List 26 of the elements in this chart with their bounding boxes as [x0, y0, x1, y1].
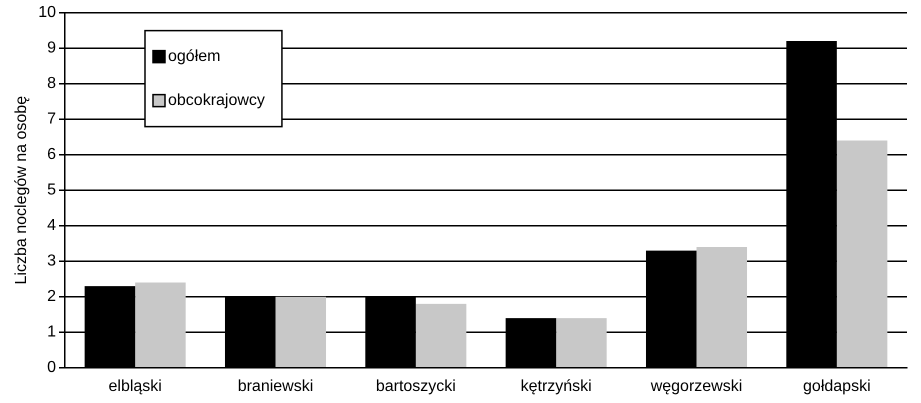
y-tick-label: 8 — [47, 75, 56, 92]
bar — [556, 318, 607, 368]
y-tick-label: 2 — [47, 288, 56, 306]
y-tick-label: 1 — [47, 324, 56, 341]
x-tick-label: kętrzyński — [520, 378, 592, 395]
y-tick-label: 5 — [47, 182, 56, 199]
bar — [416, 304, 466, 368]
legend-label: obcokrajowcy — [168, 92, 265, 110]
y-tick-label: 9 — [47, 40, 56, 57]
legend-label: ogółem — [168, 48, 220, 66]
y-axis-title: Liczba noclegów na osobę — [13, 96, 30, 284]
bar — [135, 282, 186, 368]
bar — [696, 247, 748, 368]
bar — [836, 140, 888, 368]
x-tick-label: bartoszycki — [376, 378, 456, 395]
y-tick-label: 6 — [47, 146, 56, 164]
y-tick-label: 0 — [47, 359, 56, 376]
y-tick-label: 3 — [47, 252, 56, 270]
x-tick-label: gołdapski — [803, 378, 871, 395]
y-tick-label: 10 — [38, 4, 56, 22]
bar — [276, 296, 326, 368]
x-tick-label: elbląski — [108, 378, 162, 395]
x-tick-label: braniewski — [238, 378, 314, 395]
y-tick-label: 4 — [47, 217, 56, 234]
x-tick-label: węgorzewski — [650, 378, 742, 395]
y-tick-label: 7 — [47, 110, 56, 128]
